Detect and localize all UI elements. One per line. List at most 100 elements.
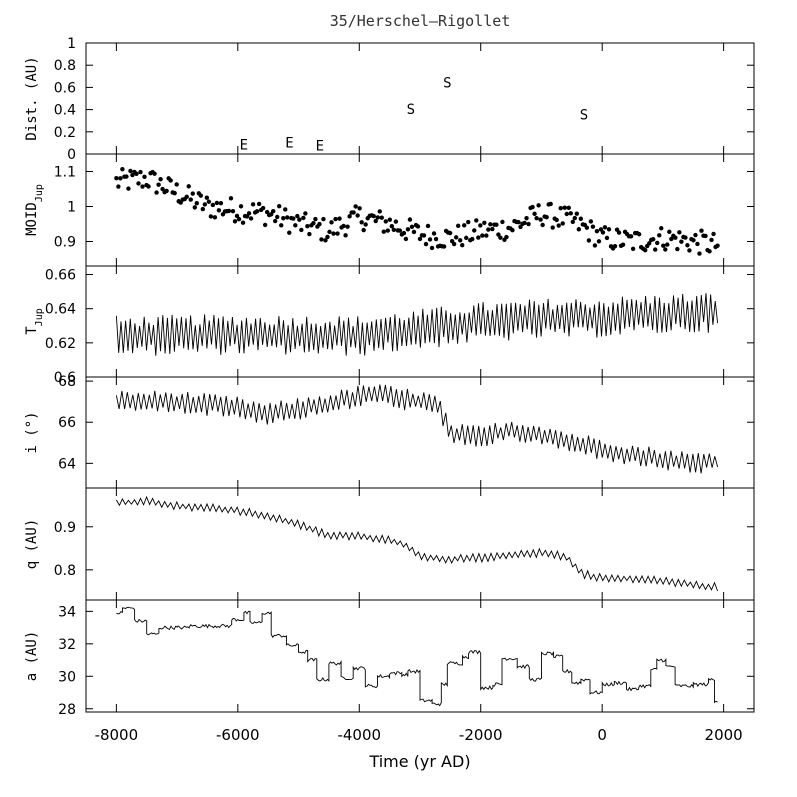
data-point bbox=[124, 174, 129, 179]
series-line bbox=[115, 384, 719, 474]
panel-frame bbox=[85, 599, 755, 713]
data-point bbox=[667, 229, 672, 235]
data-point bbox=[208, 214, 214, 219]
data-point bbox=[164, 188, 169, 194]
data-point bbox=[421, 233, 427, 238]
data-point bbox=[188, 197, 193, 202]
data-point bbox=[550, 225, 555, 230]
event-label: E bbox=[285, 135, 293, 151]
data-point bbox=[299, 227, 304, 233]
data-point bbox=[200, 206, 206, 212]
data-point bbox=[379, 215, 384, 220]
data-point bbox=[130, 172, 135, 178]
data-point bbox=[572, 215, 578, 221]
y-tick-label: 0.62 bbox=[45, 336, 76, 352]
data-point bbox=[335, 231, 340, 236]
data-point bbox=[494, 222, 499, 227]
data-point bbox=[409, 224, 415, 229]
data-point bbox=[285, 215, 290, 220]
data-point bbox=[353, 204, 358, 209]
data-point bbox=[606, 227, 612, 232]
data-point bbox=[556, 223, 561, 228]
data-point bbox=[154, 190, 159, 195]
data-point bbox=[663, 247, 668, 252]
event-label: S bbox=[443, 75, 451, 91]
data-point bbox=[168, 178, 173, 183]
data-point bbox=[303, 211, 308, 216]
data-point bbox=[417, 236, 423, 242]
data-point bbox=[190, 191, 195, 196]
data-point bbox=[236, 216, 242, 222]
data-point bbox=[578, 216, 584, 221]
data-point bbox=[653, 247, 658, 252]
data-point bbox=[146, 184, 151, 189]
data-point bbox=[709, 237, 714, 243]
data-point bbox=[118, 176, 123, 181]
data-point bbox=[305, 224, 310, 229]
data-point bbox=[659, 226, 664, 231]
data-point bbox=[562, 205, 567, 210]
data-point bbox=[381, 229, 386, 234]
data-point bbox=[403, 236, 409, 242]
data-point bbox=[548, 201, 553, 207]
data-point bbox=[345, 224, 350, 229]
data-point bbox=[687, 248, 692, 253]
data-point bbox=[530, 204, 535, 210]
data-point bbox=[214, 200, 220, 206]
data-point bbox=[313, 216, 318, 222]
data-point bbox=[673, 235, 678, 240]
data-point bbox=[665, 242, 670, 247]
y-tick-label: 1 bbox=[67, 36, 76, 52]
y-tick-label: 68 bbox=[58, 374, 76, 390]
data-point bbox=[433, 236, 439, 242]
data-point bbox=[375, 215, 380, 220]
data-point bbox=[194, 200, 199, 206]
data-point bbox=[466, 219, 471, 225]
data-point bbox=[411, 229, 417, 235]
data-point bbox=[574, 211, 580, 216]
data-point bbox=[516, 219, 521, 225]
x-tick-label: 0 bbox=[597, 726, 607, 744]
panel-incl: 64 66 68 i (°) bbox=[24, 374, 755, 489]
data-point bbox=[407, 217, 413, 222]
data-point bbox=[371, 213, 376, 219]
data-point bbox=[279, 223, 284, 228]
y-tick-label: 1 bbox=[67, 200, 76, 216]
data-point bbox=[295, 213, 300, 219]
data-point bbox=[691, 238, 696, 243]
data-point bbox=[327, 229, 332, 235]
data-point bbox=[616, 230, 622, 235]
data-point bbox=[140, 184, 145, 189]
data-point bbox=[347, 214, 352, 219]
data-point bbox=[484, 233, 489, 238]
data-point bbox=[401, 230, 407, 236]
y-axis-label: MOIDJup bbox=[24, 184, 45, 236]
y-axis-label: q (AU) bbox=[24, 519, 40, 570]
data-point bbox=[385, 228, 391, 233]
data-point bbox=[319, 237, 324, 242]
data-point bbox=[504, 234, 509, 240]
data-point bbox=[158, 177, 163, 182]
x-tick-label: -2000 bbox=[459, 726, 503, 744]
panel-frame bbox=[85, 376, 755, 489]
data-point bbox=[184, 194, 189, 200]
data-point bbox=[307, 231, 312, 237]
data-point bbox=[204, 195, 210, 200]
data-point bbox=[397, 228, 403, 233]
y-tick-label: 0.4 bbox=[54, 103, 76, 119]
data-point bbox=[590, 224, 596, 229]
data-point bbox=[594, 228, 600, 234]
data-point bbox=[120, 166, 125, 172]
data-point bbox=[498, 235, 503, 240]
data-point bbox=[128, 168, 133, 174]
data-point bbox=[697, 251, 702, 256]
y-tick-label: 28 bbox=[58, 702, 76, 718]
data-point bbox=[351, 210, 356, 215]
data-point bbox=[711, 231, 716, 237]
y-tick-label: 0.6 bbox=[54, 370, 76, 386]
x-tick-label: -8000 bbox=[95, 726, 139, 744]
data-point bbox=[693, 232, 698, 238]
data-point bbox=[311, 220, 316, 226]
data-point bbox=[683, 235, 688, 240]
data-point bbox=[218, 200, 224, 206]
